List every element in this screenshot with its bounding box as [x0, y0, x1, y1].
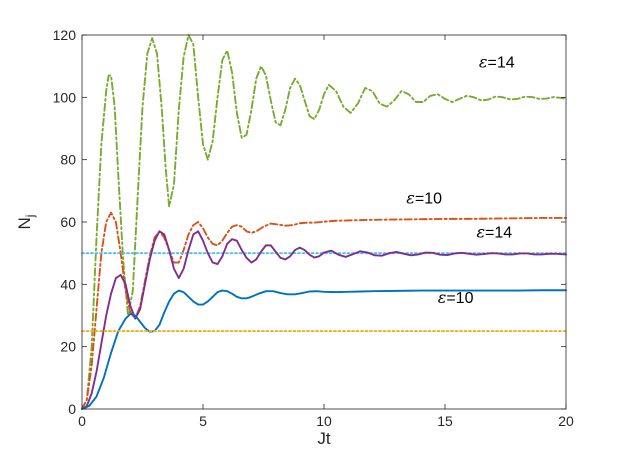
x-tick-label: 5	[199, 413, 207, 429]
series-layer	[81, 34, 567, 410]
annotation-layer: ε=14ε=10ε=14ε=10	[406, 53, 514, 307]
series-annotation: ε=14	[476, 223, 512, 242]
x-tick-label: 0	[78, 413, 86, 429]
y-tick-label: 40	[60, 276, 76, 292]
annotation-symbol: ε	[406, 188, 415, 207]
annotation-symbol: ε	[438, 288, 447, 307]
y-tick-label: 0	[68, 401, 76, 417]
y-tick-label: 80	[60, 152, 76, 168]
y-axis-label-subscript: j	[23, 215, 37, 219]
x-tick-label: 15	[437, 413, 453, 429]
tick-layer: 0 5 10 15 20 0 20 40 60 80 100 120	[53, 27, 574, 429]
series-annotation: ε=10	[438, 288, 474, 307]
series-line-5	[81, 289, 567, 410]
annotation-value: =14	[487, 55, 514, 72]
y-tick-label: 20	[60, 339, 76, 355]
y-tick-label: 60	[60, 214, 76, 230]
series-line-4	[81, 230, 567, 410]
annotation-value: =10	[415, 190, 442, 207]
y-tick-label: 120	[53, 27, 77, 43]
annotation-symbol: ε	[476, 223, 485, 242]
series-line-2	[81, 211, 567, 410]
y-axis-label: Nj	[15, 215, 37, 230]
annotation-value: =14	[485, 225, 512, 242]
x-tick-label: 20	[558, 413, 574, 429]
series-annotation: ε=14	[479, 53, 515, 72]
annotation-value: =10	[446, 290, 473, 307]
annotation-symbol: ε	[479, 53, 488, 72]
series-line-1	[81, 34, 567, 410]
series-annotation: ε=10	[406, 188, 442, 207]
y-tick-label: 100	[53, 89, 77, 105]
y-axis-label-main: N	[15, 217, 34, 229]
x-tick-label: 10	[316, 413, 332, 429]
x-axis-label: Jt	[317, 429, 331, 448]
